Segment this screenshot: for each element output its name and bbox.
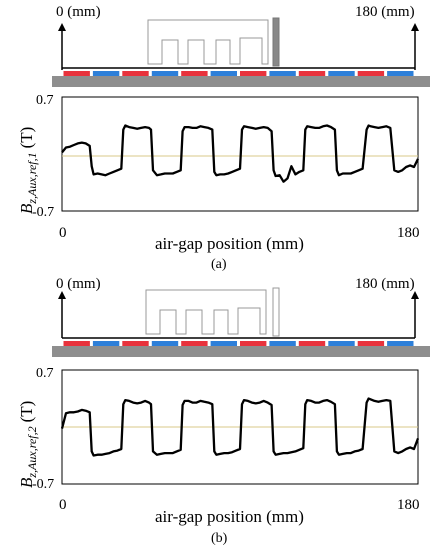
magnet-a-8 <box>269 71 296 77</box>
magnet-b-4 <box>151 341 179 347</box>
x-tick-right-a: 180 <box>397 225 420 241</box>
magnet-b-9 <box>298 341 326 347</box>
magnet-row-a <box>63 71 414 77</box>
magnet-a-7 <box>240 71 267 77</box>
pos-right-label-a: 180 (mm) <box>355 4 415 20</box>
magnet-b-1 <box>63 341 90 347</box>
right-arrowhead-b <box>411 291 419 299</box>
series-line-a <box>61 124 420 183</box>
back-iron-b <box>52 346 430 357</box>
y-tick-top-a: 0.7 <box>36 93 54 108</box>
x-tick-left-b: 0 <box>59 497 67 513</box>
panel-label-a: (a) <box>211 257 227 272</box>
aux-tooth-a <box>272 17 280 67</box>
aux-tooth-b <box>272 287 280 337</box>
y-axis-label-b: Bz,Aux,ref,2(T) <box>17 401 39 488</box>
y-tick-top-b: 0.7 <box>36 366 54 381</box>
pos-right-label-b: 180 (mm) <box>355 276 415 292</box>
magnet-a-10 <box>328 71 355 77</box>
magnet-a-6 <box>210 71 237 77</box>
y-tick-bottom-b: -0.7 <box>32 477 54 492</box>
y-tick-bottom-a: -0.7 <box>32 205 54 220</box>
pos-left-label-b: 0 (mm) <box>56 276 101 292</box>
mover-outline-b <box>145 289 267 335</box>
magnet-a-12 <box>387 71 414 77</box>
magnet-b-6 <box>210 341 237 347</box>
magnet-b-5 <box>181 341 208 347</box>
x-tick-left-a: 0 <box>59 225 67 241</box>
left-arrowhead-a <box>58 23 66 31</box>
magnet-b-8 <box>269 341 296 347</box>
magnet-b-12 <box>387 341 414 347</box>
magnet-b-10 <box>328 341 355 347</box>
pos-left-label-a: 0 (mm) <box>56 4 101 20</box>
magnet-b-11 <box>357 341 385 347</box>
magnet-a-1 <box>63 71 90 77</box>
series-line-b <box>60 397 420 457</box>
y-axis-label-a: Bz,Aux,ref,1(T) <box>17 127 39 214</box>
magnet-b-7 <box>240 341 267 347</box>
magnet-a-5 <box>181 71 208 77</box>
x-tick-right-b: 180 <box>397 497 420 513</box>
magnet-a-4 <box>151 71 179 77</box>
magnet-b-3 <box>122 341 149 347</box>
magnet-a-11 <box>357 71 385 77</box>
magnet-b-2 <box>92 341 120 347</box>
magnet-row-b <box>63 341 414 347</box>
left-arrowhead-b <box>58 291 66 299</box>
right-arrowhead-a <box>411 23 419 31</box>
mover-outline-a <box>147 19 269 65</box>
magnet-a-3 <box>122 71 149 77</box>
panel-a: 0 (mm) 180 (mm) 0.7 -0.7 Bz,Aux,ref,1(T)… <box>17 4 430 272</box>
panel-label-b: (b) <box>211 531 228 546</box>
plot-frame-a <box>61 96 419 212</box>
back-iron-a <box>52 76 430 87</box>
x-axis-label-a: air-gap position (mm) <box>155 234 304 253</box>
magnet-a-9 <box>298 71 326 77</box>
panel-b: 0 (mm) 180 (mm) 0.7 -0.7 Bz,Aux,ref,2(T)… <box>17 276 430 546</box>
x-axis-label-b: air-gap position (mm) <box>155 507 304 526</box>
magnet-a-2 <box>92 71 120 77</box>
